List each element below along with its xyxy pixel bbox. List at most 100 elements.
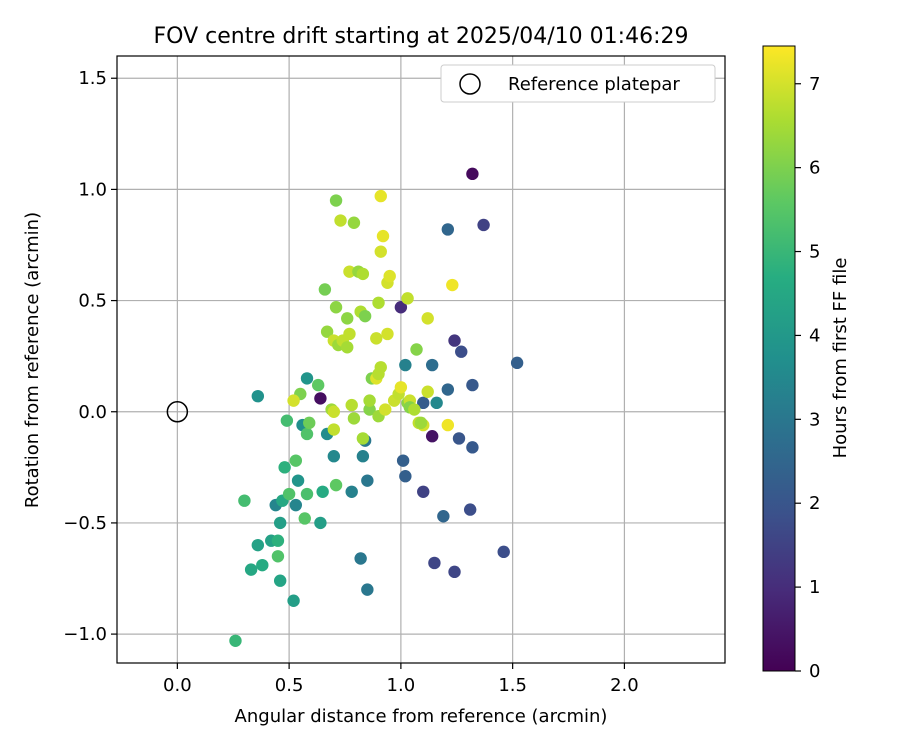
legend: Reference platepar	[440, 64, 716, 103]
data-point	[314, 392, 327, 405]
data-point	[271, 534, 285, 547]
data-point	[334, 214, 347, 227]
data-point	[437, 510, 450, 523]
plot-area: 0.0 0.5 1.0 1.5 2.0 −1.0 −0.5 0.0 0.5 1.0 1.5	[63, 55, 726, 696]
data-point	[497, 545, 510, 559]
data-point	[273, 574, 287, 587]
grid-lines	[117, 56, 725, 663]
colorbar-tick-label: 5	[809, 242, 820, 263]
data-point	[271, 550, 285, 563]
chart-title: FOV centre drift starting at 2025/04/10 …	[154, 24, 689, 49]
data-point	[363, 403, 376, 416]
data-point	[280, 414, 294, 427]
data-points	[229, 167, 524, 647]
colorbar: 0 1 2 3 4 5 6 7 Hours from first FF file	[762, 45, 851, 682]
data-point	[410, 343, 423, 356]
data-point	[251, 389, 265, 403]
colorbar-tick-label: 1	[809, 577, 820, 598]
data-point	[394, 301, 408, 314]
data-point	[329, 194, 343, 207]
colorbar-ticks: 0 1 2 3 4 5 6 7	[795, 74, 820, 682]
data-point	[356, 267, 370, 281]
data-point	[327, 405, 341, 418]
data-point	[287, 594, 300, 607]
data-point	[414, 416, 428, 430]
data-point	[374, 245, 387, 258]
data-point	[372, 296, 385, 310]
data-point	[229, 634, 242, 647]
data-point	[394, 381, 408, 394]
x-tick-label: 0.0	[163, 675, 192, 696]
y-tick-label: −1.0	[63, 624, 107, 645]
data-point	[477, 218, 490, 232]
data-point	[300, 487, 314, 501]
data-point	[466, 167, 479, 181]
data-point	[399, 470, 412, 483]
data-point	[441, 223, 455, 236]
x-axis-ticks: 0.0 0.5 1.0 1.5 2.0	[163, 663, 639, 696]
data-point	[282, 487, 296, 501]
data-point	[441, 383, 455, 396]
colorbar-tick-label: 7	[809, 74, 820, 95]
data-point	[278, 461, 291, 474]
y-tick-label: 1.0	[78, 179, 107, 200]
legend-box	[440, 64, 716, 103]
plot-frame	[116, 55, 726, 664]
data-point	[370, 332, 383, 345]
data-point	[428, 556, 441, 570]
data-point	[425, 430, 439, 443]
data-point	[363, 394, 376, 407]
reference-marker	[166, 401, 189, 423]
data-point	[343, 265, 356, 278]
x-tick-label: 1.5	[498, 675, 527, 696]
data-point	[273, 516, 287, 530]
data-point	[238, 494, 251, 507]
data-point	[430, 396, 443, 410]
data-point	[448, 565, 461, 579]
data-point	[361, 583, 374, 596]
x-tick-label: 1.0	[387, 675, 416, 696]
data-point	[448, 334, 461, 347]
colorbar-gradient	[762, 45, 796, 672]
data-point	[343, 327, 356, 341]
y-tick-label: 0.5	[78, 291, 107, 312]
data-point	[318, 283, 332, 296]
data-point	[244, 563, 258, 576]
data-point	[314, 516, 327, 530]
reference-platepar-point	[166, 401, 189, 423]
data-point	[383, 269, 396, 283]
data-point	[358, 309, 372, 323]
data-point	[463, 503, 477, 516]
data-point	[376, 229, 390, 243]
data-point	[417, 485, 430, 498]
data-point	[372, 367, 385, 381]
data-point	[329, 478, 343, 492]
legend-reference-marker	[459, 73, 481, 95]
colorbar-tick-label: 2	[809, 493, 820, 514]
y-axis-label: Rotation from reference (arcmin)	[22, 212, 43, 508]
colorbar-tick-label: 3	[809, 409, 820, 430]
x-axis-label: Angular distance from reference (arcmin)	[235, 706, 608, 727]
legend-label: Reference platepar	[508, 74, 680, 95]
data-point	[303, 416, 316, 430]
data-point	[425, 358, 439, 372]
data-point	[345, 398, 358, 412]
data-point	[300, 372, 314, 385]
data-point	[347, 216, 361, 229]
data-point	[298, 512, 311, 525]
y-tick-label: 0.0	[78, 402, 107, 423]
data-point	[421, 312, 434, 325]
data-point	[354, 552, 367, 565]
data-point	[466, 378, 479, 392]
data-point	[256, 558, 269, 572]
data-point	[341, 341, 354, 354]
x-tick-label: 2.0	[610, 675, 639, 696]
data-point	[374, 189, 387, 203]
y-tick-label: −0.5	[63, 513, 107, 534]
data-point	[329, 301, 343, 314]
data-point	[327, 423, 341, 436]
data-point	[408, 403, 421, 416]
data-point	[455, 345, 468, 358]
data-point	[417, 396, 430, 410]
